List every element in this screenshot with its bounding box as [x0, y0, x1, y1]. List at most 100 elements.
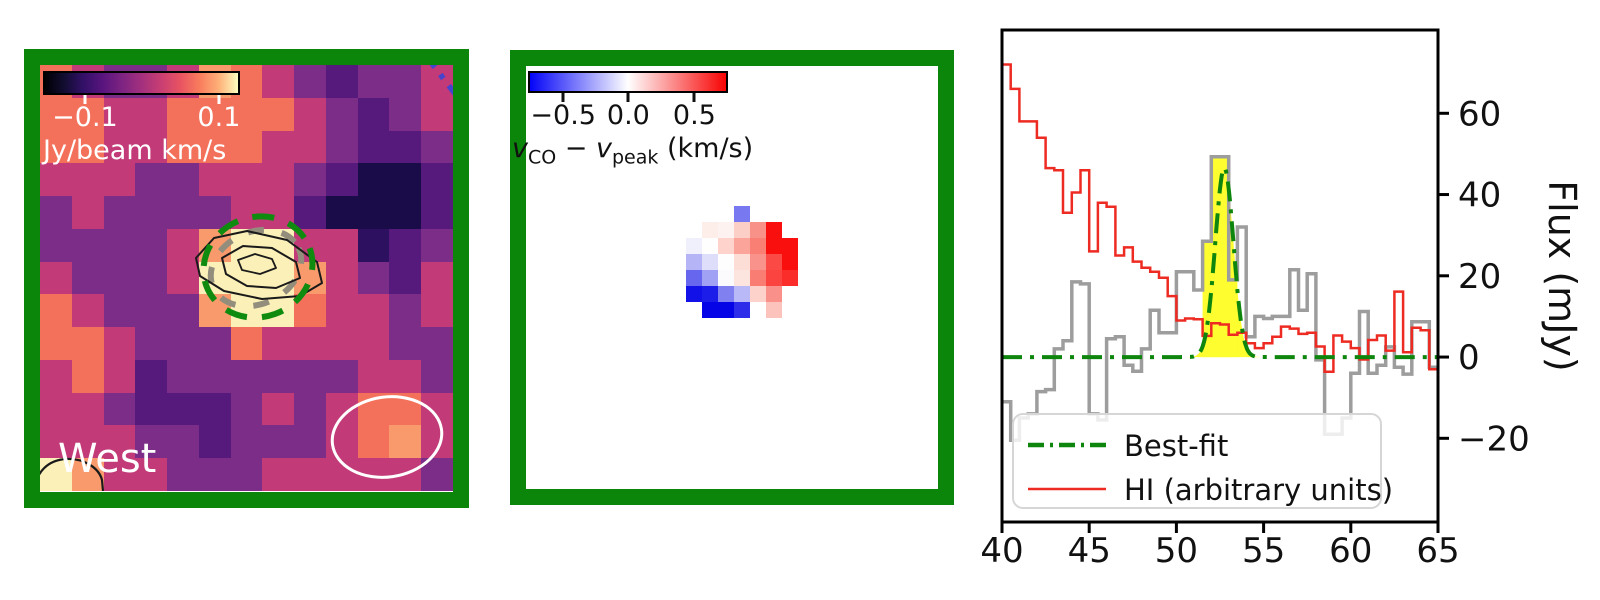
moment0-colorbar: Jy/beam km/s −0.1 0.1	[43, 71, 240, 166]
map-cell	[103, 228, 136, 262]
map-cell	[103, 97, 136, 131]
map-cell	[40, 261, 72, 295]
x-tick-label: 50	[1155, 531, 1198, 571]
map-cell	[389, 294, 422, 328]
velocity-colorbar-unit: vCO − vpeak (km/s)	[512, 133, 753, 168]
map-cell	[71, 359, 104, 393]
map-cell	[262, 65, 295, 98]
map-cell	[357, 97, 390, 131]
map-cell	[103, 196, 136, 229]
map-cell	[135, 97, 168, 131]
velocity-pixel	[766, 222, 782, 238]
map-cell	[40, 392, 72, 426]
map-cell	[167, 228, 199, 262]
map-cell	[167, 458, 199, 491]
map-cell	[389, 65, 422, 98]
map-cell	[103, 261, 136, 295]
map-cell	[294, 327, 326, 360]
map-cell	[421, 130, 453, 164]
map-cell	[40, 163, 72, 197]
map-cell	[389, 392, 422, 426]
colorbar-tick-label: −0.1	[52, 102, 118, 133]
map-cell	[389, 425, 422, 459]
map-cell	[198, 425, 231, 459]
colorbar-tick-label: 0.5	[672, 100, 716, 131]
x-tick-label: 55	[1242, 531, 1285, 571]
velocity-pixel	[686, 270, 702, 286]
west-label: West	[58, 436, 157, 482]
map-cell	[262, 261, 295, 295]
velocity-pixel	[750, 254, 766, 270]
map-cell	[325, 261, 358, 295]
map-cell	[325, 97, 358, 131]
map-cell	[135, 196, 168, 229]
velocity-pixel	[702, 286, 718, 302]
map-cell	[357, 261, 390, 295]
map-cell	[294, 228, 326, 262]
y-tick-label: 60	[1458, 94, 1501, 134]
map-cell	[40, 228, 72, 262]
map-cell	[357, 425, 390, 459]
map-cell	[230, 392, 263, 426]
map-cell	[40, 196, 72, 229]
velocity-pixel	[702, 302, 718, 318]
legend-label-bestfit: Best-fit	[1124, 429, 1228, 463]
velocity-pixel	[734, 206, 750, 222]
map-cell	[389, 458, 422, 491]
map-cell	[198, 294, 231, 328]
map-cell	[325, 425, 358, 459]
map-cell	[135, 392, 168, 426]
line-window-fill-gauss	[1186, 168, 1261, 358]
map-cell	[167, 392, 199, 426]
map-cell	[167, 327, 199, 360]
map-cell	[389, 228, 422, 262]
colorbar-tick-label: 0.0	[606, 100, 650, 131]
map-cell	[230, 327, 263, 360]
map-cell	[262, 392, 295, 426]
map-cell	[294, 425, 326, 459]
velocity-pixel	[734, 302, 750, 318]
map-cell	[230, 261, 263, 295]
velocity-pixel	[718, 270, 734, 286]
velocity-pixel	[718, 222, 734, 238]
map-cell	[135, 228, 168, 262]
flux-axis-label: Flux (mJy)	[1540, 180, 1584, 371]
legend-label-hi: HI (arbitrary units)	[1124, 473, 1393, 507]
map-cell	[421, 163, 453, 197]
map-cell	[230, 163, 263, 197]
velocity-pixel	[702, 238, 718, 254]
map-cell	[40, 130, 72, 164]
map-cell	[325, 130, 358, 164]
map-cell	[325, 163, 358, 197]
map-cell	[135, 458, 168, 491]
map-cell	[135, 359, 168, 393]
v-peak-symbol: v	[596, 133, 612, 164]
velocity-pixel	[686, 254, 702, 270]
velocity-pixel	[766, 270, 782, 286]
x-tick-label: 45	[1068, 531, 1111, 571]
line-window-fill-steps	[1202, 156, 1238, 358]
map-cell	[198, 163, 231, 197]
map-cell	[167, 359, 199, 393]
velocity-pixel	[718, 302, 734, 318]
map-cell	[389, 130, 422, 164]
map-cell	[103, 392, 136, 426]
map-cell	[357, 327, 390, 360]
velocity-pixel	[734, 222, 750, 238]
map-cell	[71, 97, 104, 131]
map-cell	[262, 327, 295, 360]
map-cell	[167, 261, 199, 295]
y-tick-label: 40	[1458, 176, 1501, 216]
map-cell	[71, 392, 104, 426]
map-cell	[40, 425, 72, 459]
map-cell	[421, 359, 453, 393]
map-cell	[230, 359, 263, 393]
map-cell	[294, 261, 326, 295]
map-cell	[294, 294, 326, 328]
map-cell	[167, 97, 199, 131]
map-cell	[389, 97, 422, 131]
moment0-colorbar-unit: Jy/beam km/s	[43, 135, 227, 166]
v-peak-subscript: peak	[612, 146, 659, 169]
v-co-subscript: CO	[527, 146, 557, 169]
